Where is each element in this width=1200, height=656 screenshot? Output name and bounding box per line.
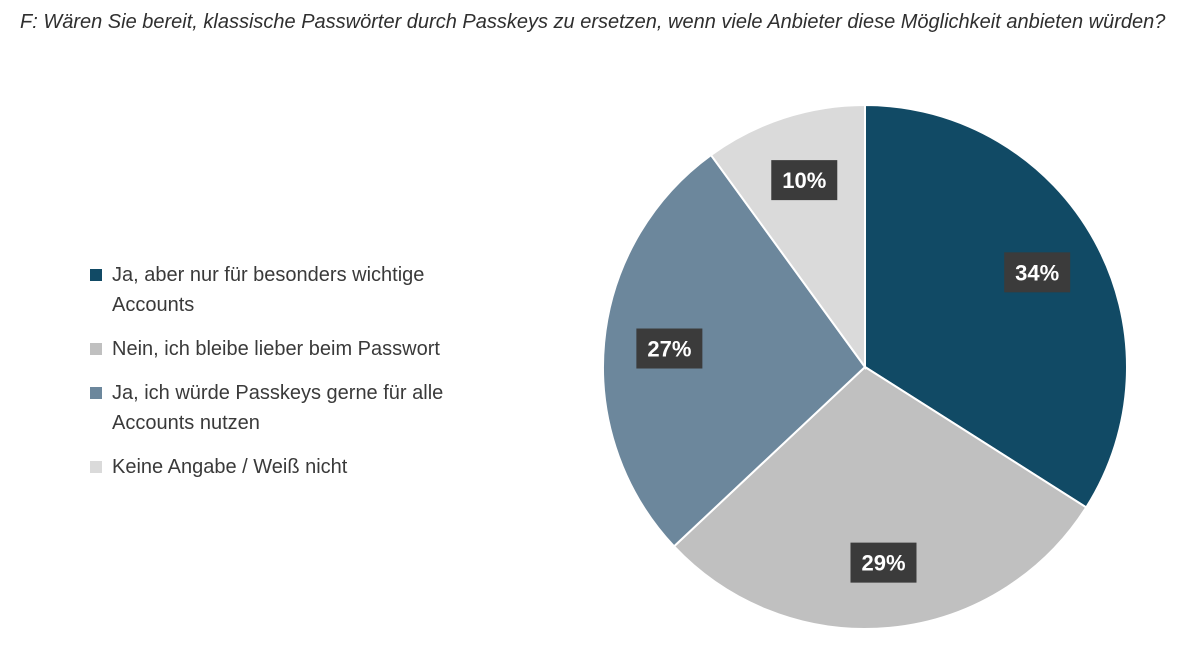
data-label: 29% [850, 542, 917, 583]
legend-label: Nein, ich bleibe lieber beim Passwort [112, 338, 440, 360]
data-label-box [636, 328, 703, 369]
data-label-box [850, 542, 917, 583]
data-label: 34% [1004, 252, 1071, 293]
legend-swatch [90, 269, 102, 281]
data-label: 10% [771, 160, 838, 201]
chart-legend: Ja, aber nur für besonders wichtige Acco… [90, 260, 510, 496]
pie-slice [864, 103, 1128, 509]
data-label-box [1004, 252, 1071, 293]
pie-slice [602, 153, 867, 548]
data-label-box [771, 160, 838, 201]
legend-label: Keine Angabe / Weiß nicht [112, 456, 348, 478]
legend-item-nein-passwort: Nein, ich bleibe lieber beim Passwort [90, 334, 510, 364]
pie-data-labels: 34% 29% 27% 10% [636, 160, 1071, 583]
data-label: 27% [636, 328, 703, 369]
legend-swatch [90, 387, 102, 399]
legend-swatch [90, 343, 102, 355]
pie-slice [672, 365, 1088, 630]
data-label-text: 10% [782, 168, 826, 193]
chart-title: F: Wären Sie bereit, klassische Passwört… [20, 11, 1166, 33]
legend-item-keine-angabe: Keine Angabe / Weiß nicht [90, 452, 510, 482]
legend-item-ja-alle: Ja, ich würde Passkeys gerne für alle Ac… [90, 378, 510, 438]
pie-slices [602, 103, 1128, 630]
data-label-text: 34% [1015, 260, 1059, 285]
legend-item-ja-wichtige: Ja, aber nur für besonders wichtige Acco… [90, 260, 510, 320]
data-label-text: 29% [861, 551, 905, 576]
legend-swatch [90, 461, 102, 473]
data-label-text: 27% [647, 337, 691, 362]
legend-label: Ja, aber nur für besonders wichtige Acco… [112, 264, 425, 316]
legend-label: Ja, ich würde Passkeys gerne für alle Ac… [112, 382, 444, 434]
